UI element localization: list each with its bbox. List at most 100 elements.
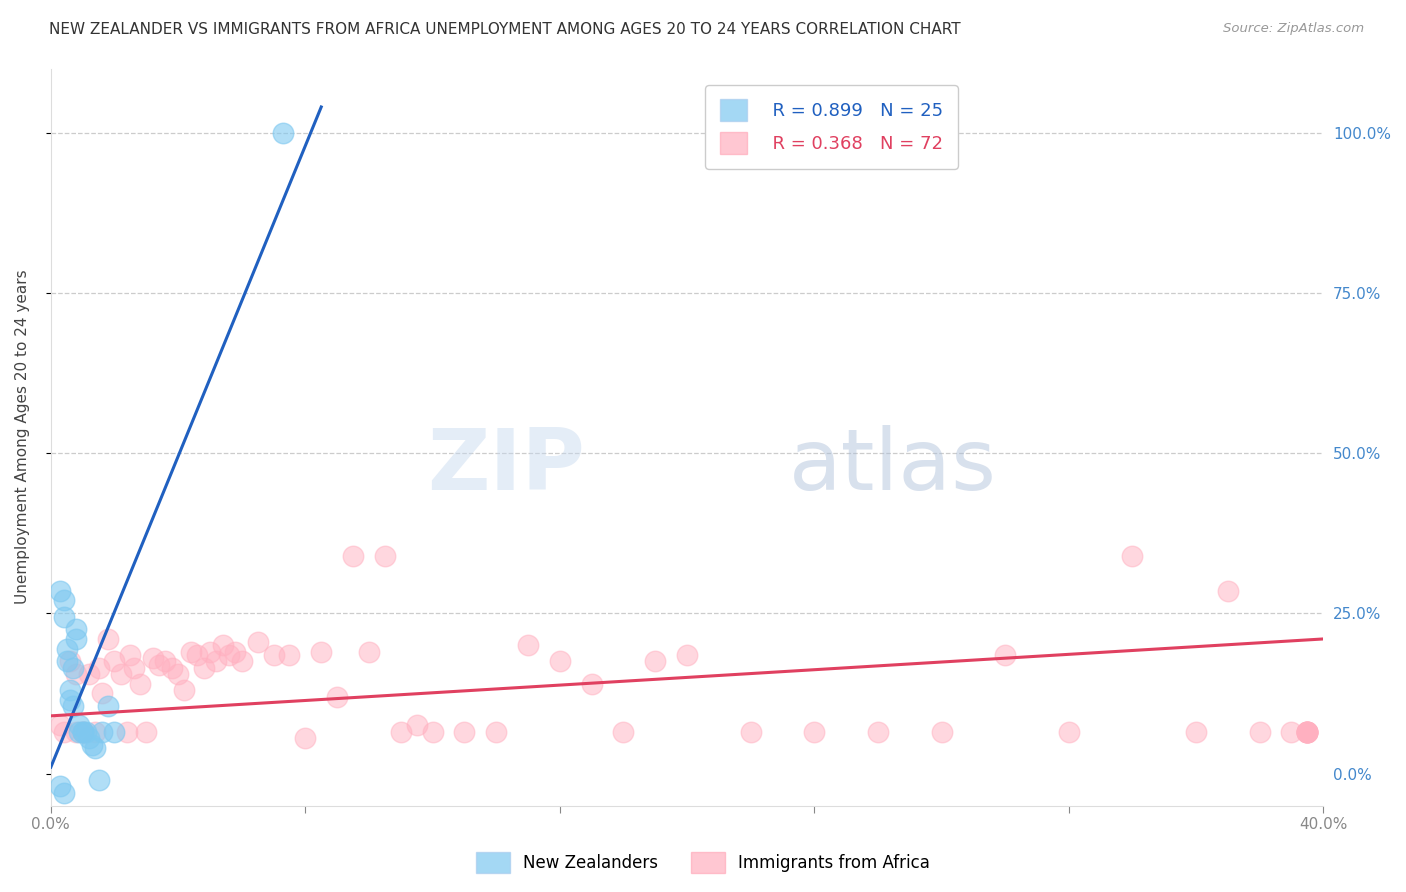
Point — [1296, 725, 1319, 739]
Point — [75, 725, 97, 739]
Point — [52, 609, 75, 624]
Point — [1185, 725, 1208, 739]
Point — [271, 126, 294, 140]
Point — [1249, 725, 1271, 739]
Point — [374, 549, 396, 563]
Point — [59, 654, 82, 668]
Point — [59, 693, 82, 707]
Point — [278, 648, 301, 662]
Point — [246, 635, 269, 649]
Point — [309, 645, 332, 659]
Point — [110, 667, 132, 681]
Point — [357, 645, 380, 659]
Point — [1216, 583, 1239, 598]
Point — [115, 725, 138, 739]
Point — [135, 725, 157, 739]
Y-axis label: Unemployment Among Ages 20 to 24 years: Unemployment Among Ages 20 to 24 years — [15, 269, 30, 605]
Point — [77, 731, 100, 746]
Legend: New Zealanders, Immigrants from Africa: New Zealanders, Immigrants from Africa — [470, 846, 936, 880]
Point — [994, 648, 1017, 662]
Point — [103, 725, 125, 739]
Point — [193, 661, 215, 675]
Point — [142, 651, 165, 665]
Point — [69, 725, 91, 739]
Point — [62, 661, 84, 675]
Text: ZIP: ZIP — [427, 425, 585, 508]
Point — [581, 677, 603, 691]
Point — [263, 648, 285, 662]
Point — [224, 645, 246, 659]
Point — [84, 725, 107, 739]
Point — [1057, 725, 1080, 739]
Point — [1296, 725, 1319, 739]
Point — [405, 718, 427, 732]
Point — [1296, 725, 1319, 739]
Text: atlas: atlas — [789, 425, 997, 508]
Point — [52, 593, 75, 607]
Point — [1296, 725, 1319, 739]
Point — [72, 725, 94, 739]
Point — [49, 583, 72, 598]
Point — [52, 786, 75, 800]
Point — [155, 654, 177, 668]
Point — [866, 725, 889, 739]
Point — [87, 772, 110, 787]
Point — [326, 690, 349, 704]
Point — [1296, 725, 1319, 739]
Point — [186, 648, 208, 662]
Point — [180, 645, 202, 659]
Point — [122, 661, 145, 675]
Point — [422, 725, 444, 739]
Point — [644, 654, 666, 668]
Point — [120, 648, 142, 662]
Point — [485, 725, 508, 739]
Point — [205, 654, 228, 668]
Point — [198, 645, 221, 659]
Point — [803, 725, 825, 739]
Point — [65, 632, 87, 646]
Point — [294, 731, 316, 746]
Point — [167, 667, 190, 681]
Point — [173, 683, 195, 698]
Point — [1296, 725, 1319, 739]
Point — [97, 632, 120, 646]
Point — [517, 638, 540, 652]
Point — [931, 725, 953, 739]
Point — [65, 725, 87, 739]
Point — [52, 725, 75, 739]
Point — [160, 661, 183, 675]
Point — [49, 718, 72, 732]
Point — [87, 661, 110, 675]
Point — [1281, 725, 1303, 739]
Point — [72, 725, 94, 739]
Point — [72, 725, 94, 739]
Point — [72, 725, 94, 739]
Point — [49, 780, 72, 794]
Point — [82, 738, 104, 752]
Text: Source: ZipAtlas.com: Source: ZipAtlas.com — [1223, 22, 1364, 36]
Legend:   R = 0.899   N = 25,   R = 0.368   N = 72: R = 0.899 N = 25, R = 0.368 N = 72 — [706, 85, 957, 169]
Point — [59, 683, 82, 698]
Point — [1296, 725, 1319, 739]
Point — [55, 641, 77, 656]
Point — [65, 667, 87, 681]
Point — [231, 654, 253, 668]
Point — [62, 699, 84, 714]
Point — [84, 740, 107, 755]
Point — [389, 725, 412, 739]
Point — [90, 725, 112, 739]
Point — [740, 725, 762, 739]
Point — [453, 725, 475, 739]
Point — [1121, 549, 1143, 563]
Point — [103, 654, 125, 668]
Point — [129, 677, 152, 691]
Point — [69, 718, 91, 732]
Point — [211, 638, 233, 652]
Point — [548, 654, 571, 668]
Point — [612, 725, 634, 739]
Point — [90, 686, 112, 700]
Point — [148, 657, 170, 672]
Point — [77, 667, 100, 681]
Point — [342, 549, 364, 563]
Point — [676, 648, 699, 662]
